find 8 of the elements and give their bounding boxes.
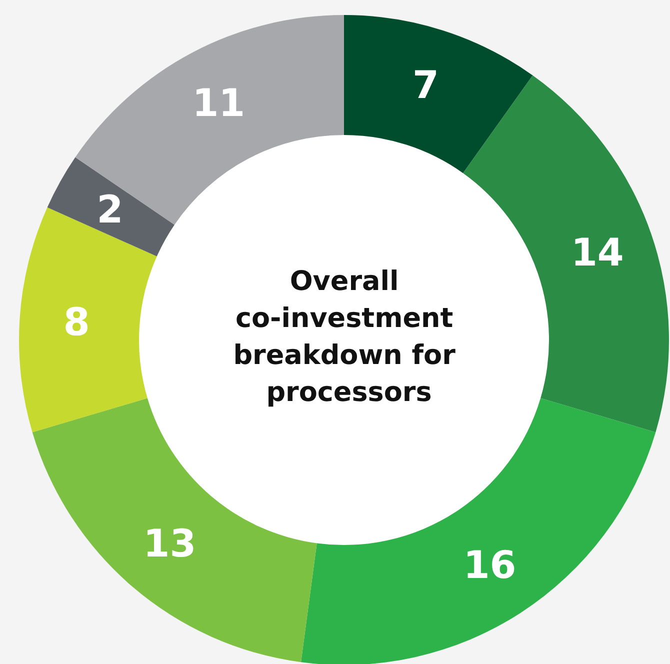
data-label: 11 <box>192 81 246 126</box>
data-label: 13 <box>143 522 196 566</box>
data-label: 16 <box>463 542 516 587</box>
data-label: 14 <box>570 230 624 275</box>
data-label: 2 <box>96 187 124 232</box>
data-label: 8 <box>63 300 90 344</box>
data-label: 7 <box>412 62 439 107</box>
text: Overall co-investment breakdown for processors <box>233 266 465 408</box>
